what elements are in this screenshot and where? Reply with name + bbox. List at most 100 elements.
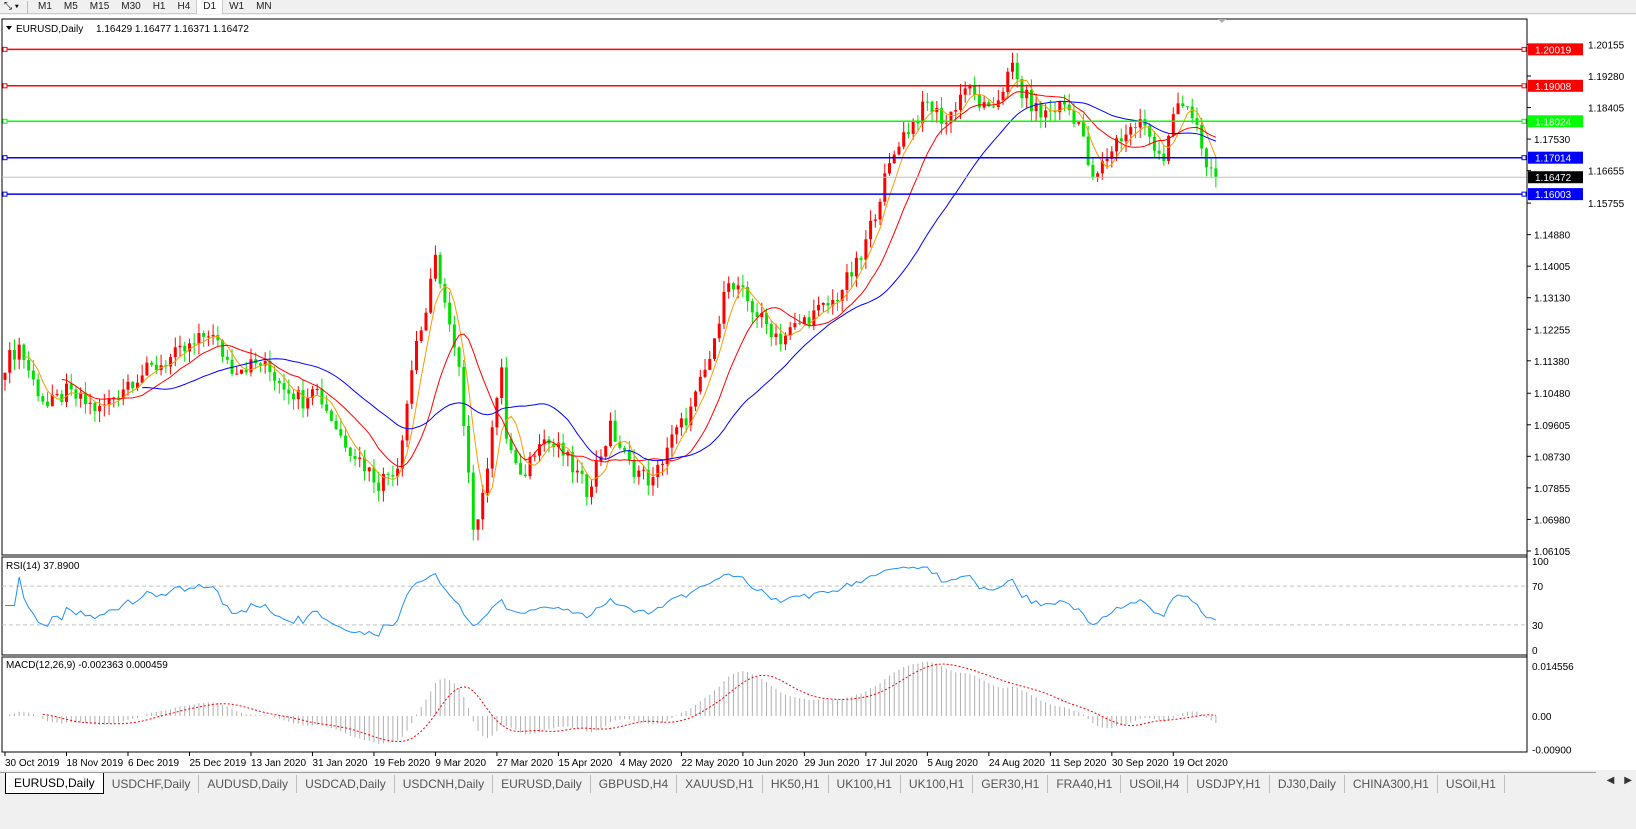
candle-body: [731, 283, 735, 290]
candle-body: [377, 482, 381, 491]
candle-body: [8, 350, 12, 373]
chart-tab[interactable]: USOil,H1: [1438, 774, 1505, 793]
candle-body: [381, 473, 385, 491]
candle-body: [788, 327, 792, 336]
timeframe-mn[interactable]: MN: [256, 0, 272, 12]
chart-tab[interactable]: HK50,H1: [763, 774, 829, 793]
candle-body: [698, 376, 702, 392]
macd-tick-label: 0.014556: [1532, 662, 1574, 673]
price-label: 1.19008: [1535, 82, 1572, 93]
price-tick-label: 1.09605: [1534, 421, 1571, 432]
candle-body: [1214, 168, 1218, 178]
candle-body: [424, 312, 428, 331]
candle-body: [150, 362, 154, 365]
price-chart[interactable]: EURUSD,Daily 1.16429 1.16477 1.16371 1.16…: [0, 15, 1636, 770]
timeframe-m15[interactable]: M15: [89, 0, 110, 12]
chart-tab[interactable]: DJ30,Daily: [1270, 774, 1345, 793]
chart-tab[interactable]: EURUSD,Daily: [5, 773, 104, 794]
candle-body: [1138, 119, 1142, 128]
candle-body: [462, 366, 466, 426]
date-label: 18 Nov 2019: [66, 758, 123, 769]
date-label: 24 Aug 2020: [989, 758, 1046, 769]
candle-body: [396, 468, 400, 477]
candle-body: [438, 254, 442, 284]
chart-tab[interactable]: UK100,H1: [901, 774, 974, 793]
price-tick-label: 1.11380: [1534, 357, 1570, 368]
timeframe-m5[interactable]: M5: [63, 0, 78, 12]
candle-body: [798, 323, 802, 325]
price-tick-label: 1.12255: [1534, 325, 1571, 336]
date-label: 30 Oct 2019: [5, 758, 60, 769]
candle-body: [36, 379, 40, 397]
candle-body: [987, 102, 991, 107]
candle-body: [202, 333, 206, 337]
chart-tab[interactable]: USDCNH,Daily: [395, 774, 494, 793]
chart-tab[interactable]: GBPUSD,H4: [591, 774, 678, 793]
line-handle: [2, 118, 8, 124]
timeframe-h4[interactable]: H4: [177, 0, 191, 12]
candle-body: [69, 383, 73, 390]
candle-body: [679, 418, 683, 428]
candle-body: [670, 434, 674, 448]
rsi-tick-label: 0: [1532, 646, 1538, 657]
timeframe-d1[interactable]: D1: [196, 0, 224, 14]
candle-body: [755, 312, 759, 318]
timeframe-m30[interactable]: M30: [121, 0, 141, 12]
price-label: 1.20019: [1535, 45, 1572, 56]
candle-body: [1044, 110, 1048, 118]
candle-body: [169, 357, 173, 367]
line-handle: [2, 46, 8, 52]
candle-body: [958, 94, 962, 111]
chart-tab[interactable]: AUDUSD,Daily: [199, 774, 298, 793]
chart-tab[interactable]: EURUSD,Daily: [493, 774, 591, 793]
chart-tab[interactable]: CHINA300,H1: [1345, 774, 1438, 793]
candle-body: [604, 446, 608, 457]
price-tick-label: 1.19280: [1588, 72, 1625, 83]
candle-body: [1086, 136, 1090, 165]
candle-body: [197, 333, 201, 344]
chart-shift-marker-icon: [1218, 19, 1226, 23]
chart-tab[interactable]: USOil,H4: [1121, 774, 1189, 793]
candle-body: [301, 390, 305, 409]
candle-body: [1152, 136, 1156, 151]
chart-tab[interactable]: GER30,H1: [973, 774, 1049, 793]
chart-tab[interactable]: UK100,H1: [829, 774, 901, 793]
candle-body: [869, 220, 873, 240]
timeframe-m1[interactable]: M1: [37, 0, 52, 12]
candle-body: [145, 362, 149, 376]
price-tick-label: 1.13130: [1534, 294, 1571, 305]
chart-tab[interactable]: FRA40,H1: [1048, 774, 1122, 793]
candle-body: [263, 360, 267, 366]
candle-body: [448, 302, 452, 325]
price-label: 1.18024: [1535, 117, 1572, 128]
tab-scroll-right-icon[interactable]: ▶: [1624, 775, 1632, 786]
candle-body: [590, 486, 594, 497]
price-label-box: [1528, 188, 1583, 201]
timeframe-w1[interactable]: W1: [229, 0, 245, 12]
candle-body: [954, 110, 958, 112]
candle-body: [1025, 89, 1029, 99]
timeframe-h1[interactable]: H1: [152, 0, 166, 12]
candle-body: [1167, 135, 1171, 161]
date-label: 22 May 2020: [681, 758, 739, 769]
candle-body: [722, 291, 726, 324]
candle-body: [765, 313, 769, 325]
macd-pane: [1, 656, 1528, 753]
candle-body: [963, 88, 967, 95]
chart-tab[interactable]: USDCAD,Daily: [297, 774, 395, 793]
chart-tab[interactable]: XAUUSD,H1: [677, 774, 763, 793]
candle-body: [339, 429, 343, 436]
chart-tab[interactable]: USDCHF,Daily: [104, 774, 200, 793]
candle-body: [992, 106, 996, 108]
drawing-tools-icon[interactable]: ⤡ ▾: [4, 1, 19, 12]
tab-scroll-left-icon[interactable]: ◀: [1606, 775, 1615, 786]
candle-body: [415, 341, 419, 371]
price-tick-label: 1.06980: [1534, 515, 1571, 526]
candle-body: [112, 397, 116, 399]
chart-tab[interactable]: USDJPY,H1: [1188, 774, 1270, 793]
candle-body: [325, 404, 329, 411]
candle-body: [353, 455, 357, 459]
chart-window[interactable]: EURUSD,Daily 1.16429 1.16477 1.16371 1.16…: [0, 15, 1636, 770]
candle-body: [949, 111, 953, 123]
rsi-tick-label: 30: [1532, 621, 1544, 632]
